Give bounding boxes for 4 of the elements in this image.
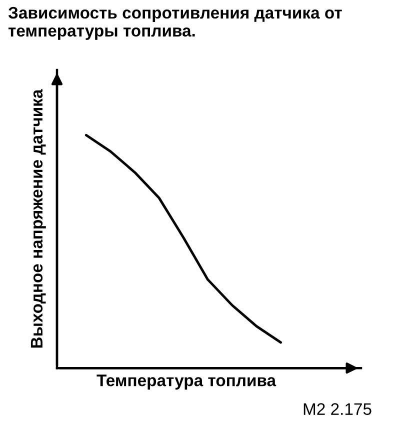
x-axis-title: Температура топлива	[96, 374, 276, 390]
chart-title: Зависимость сопротивления датчика от температуры топлива.	[8, 6, 342, 40]
text: M2 2.175	[304, 403, 372, 415]
y-axis-title: Выходное напряжение датчика	[30, 89, 46, 348]
